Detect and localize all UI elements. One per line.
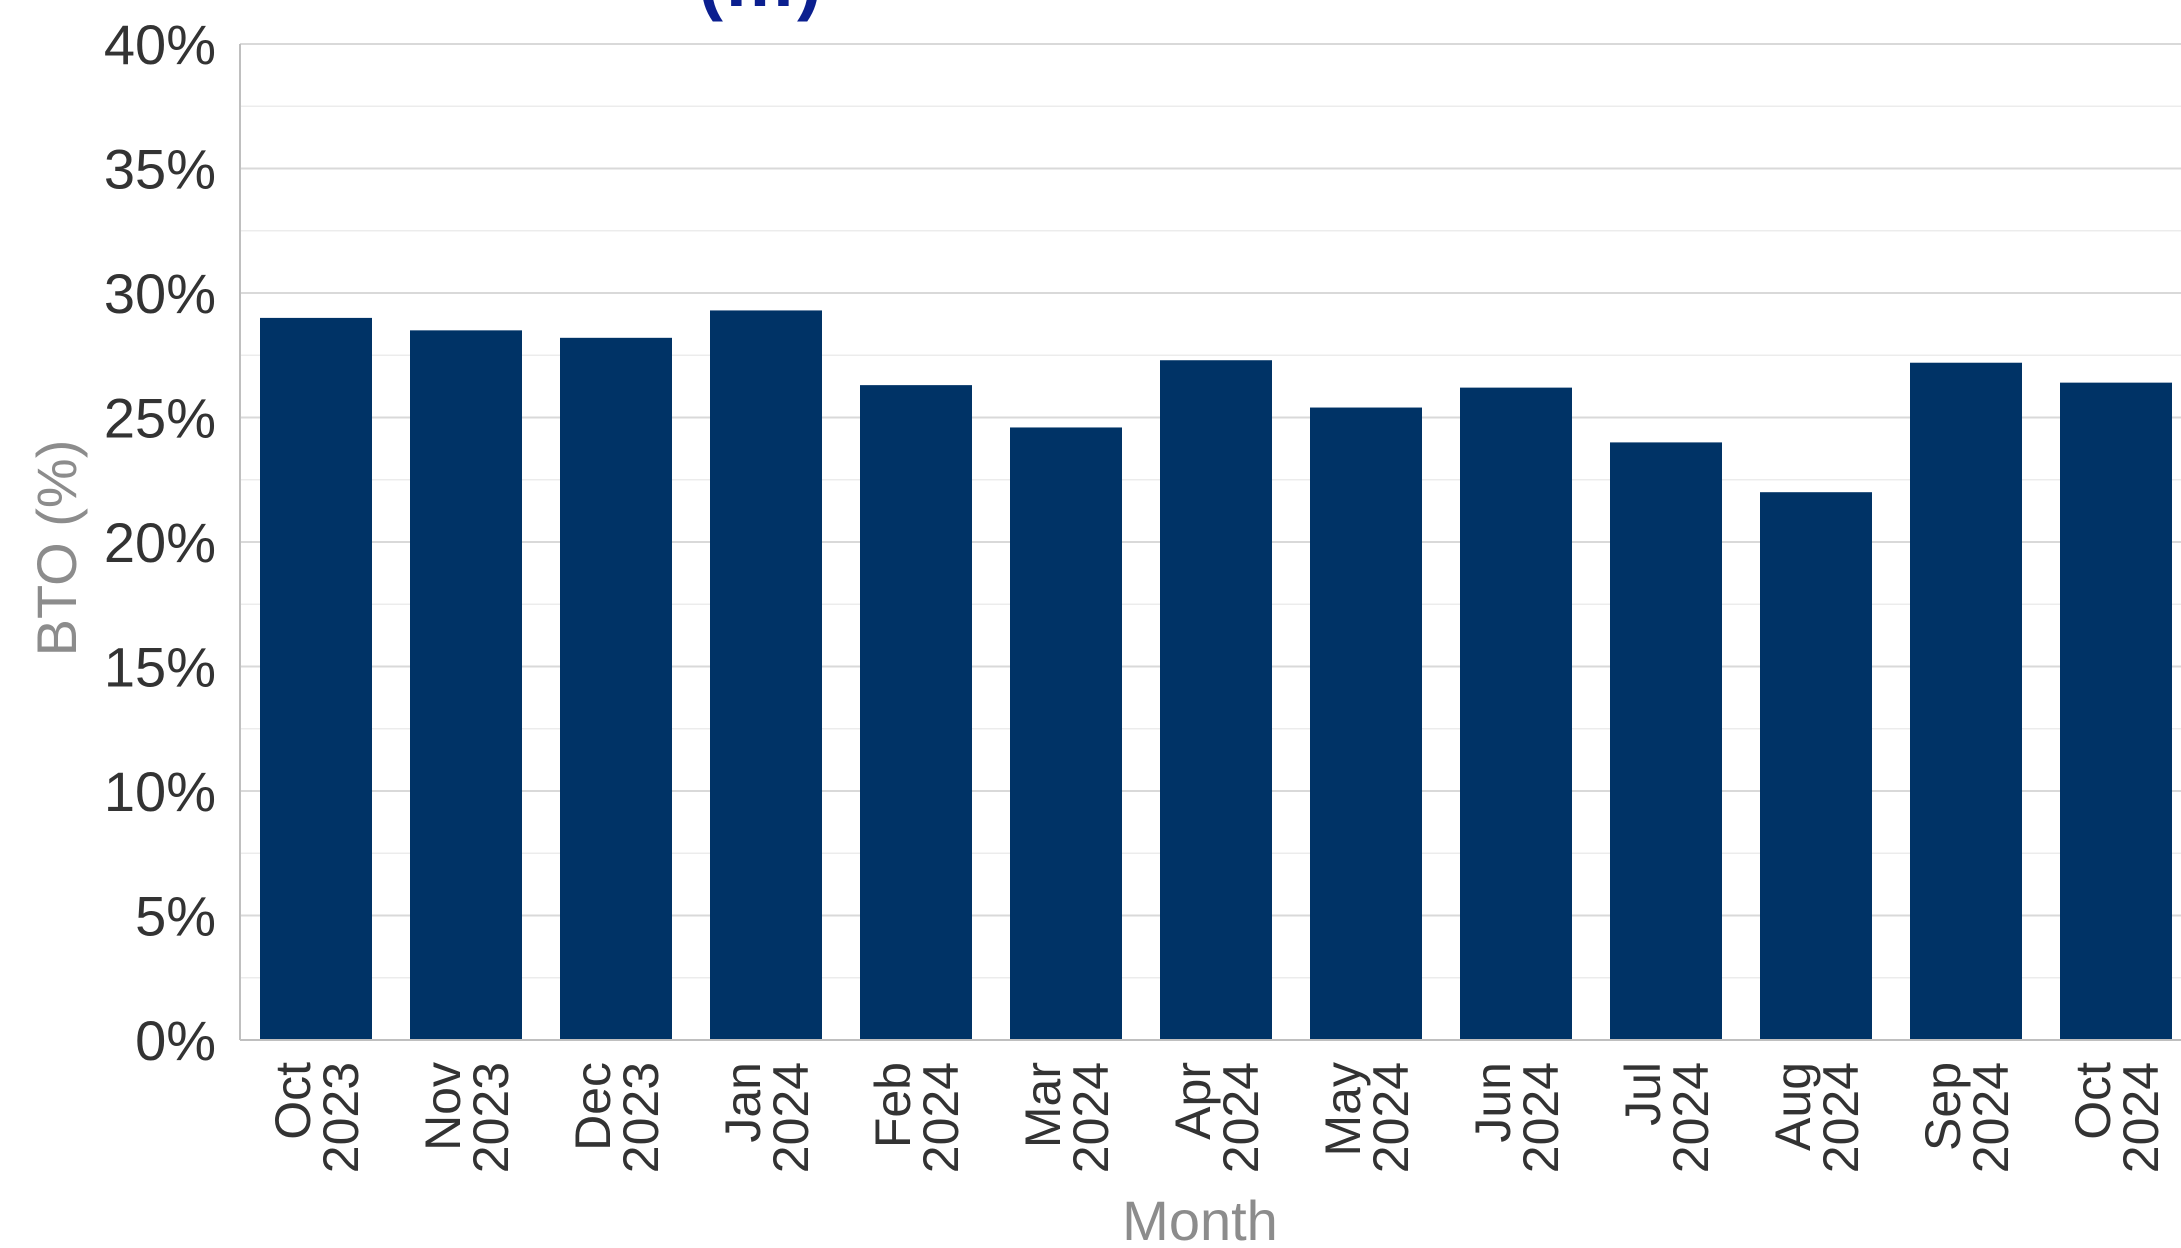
x-tick-month: Jul: [1615, 1062, 1671, 1126]
x-tick-year: 2024: [1513, 1062, 1569, 1173]
x-tick-year: 2024: [1813, 1062, 1869, 1173]
x-tick-month: Dec: [565, 1062, 621, 1151]
bar: [560, 337, 672, 1040]
x-tick-year: 2024: [2113, 1062, 2169, 1173]
x-tick-month: Jan: [715, 1062, 771, 1143]
y-tick-label: 25%: [104, 387, 216, 450]
y-tick-label: 0%: [135, 1009, 216, 1072]
x-tick-year: 2024: [1213, 1062, 1269, 1173]
x-tick-month: Sep: [1915, 1062, 1971, 1151]
y-tick-label: 30%: [104, 262, 216, 325]
bar: [860, 385, 972, 1040]
y-tick-label: 35%: [104, 138, 216, 201]
y-axis-title: BTO (%): [25, 440, 88, 657]
bar: [1760, 492, 1872, 1040]
bar: [410, 330, 522, 1041]
bar: [1160, 360, 1272, 1041]
bar: [1460, 387, 1572, 1040]
x-tick-year: 2024: [1063, 1062, 1119, 1173]
bar: [1310, 407, 1422, 1040]
y-tick-label: 20%: [104, 511, 216, 574]
x-tick-month: Nov: [415, 1062, 471, 1151]
x-tick-year: 2024: [913, 1062, 969, 1173]
x-tick-month: Jun: [1465, 1062, 1521, 1143]
bar: [710, 310, 822, 1040]
bar: [1010, 427, 1122, 1041]
y-tick-label: 15%: [104, 636, 216, 699]
x-tick-year: 2024: [763, 1062, 819, 1173]
x-tick-month: Feb: [865, 1062, 921, 1148]
x-tick-year: 2023: [463, 1062, 519, 1173]
x-tick-year: 2023: [613, 1062, 669, 1173]
y-tick-label: 10%: [104, 760, 216, 823]
y-tick-label: 40%: [104, 13, 216, 76]
x-tick-month: May: [1315, 1062, 1371, 1156]
bar: [260, 317, 372, 1040]
y-axis-ticks: 0% 5% 10% 15% 20% 25% 30% 35% 40%: [104, 13, 216, 1072]
x-tick-year: 2024: [1963, 1062, 2019, 1173]
x-axis-title: Month: [1122, 1189, 1278, 1248]
x-tick-month: Apr: [1165, 1062, 1221, 1140]
x-tick-month: Aug: [1765, 1062, 1821, 1151]
bars: [260, 310, 2172, 1041]
x-tick-month: Mar: [1015, 1062, 1071, 1148]
x-tick-month: Oct: [2065, 1062, 2121, 1140]
x-tick-year: 2024: [1363, 1062, 1419, 1173]
bar: [2060, 382, 2172, 1040]
x-tick-year: 2024: [1663, 1062, 1719, 1173]
x-tick-month: Oct: [265, 1062, 321, 1140]
chart-title-fragment: (…): [698, 0, 821, 22]
y-tick-label: 5%: [135, 885, 216, 948]
bar: [1910, 362, 2022, 1041]
x-tick-year: 2023: [313, 1062, 369, 1173]
bar: [1610, 442, 1722, 1040]
